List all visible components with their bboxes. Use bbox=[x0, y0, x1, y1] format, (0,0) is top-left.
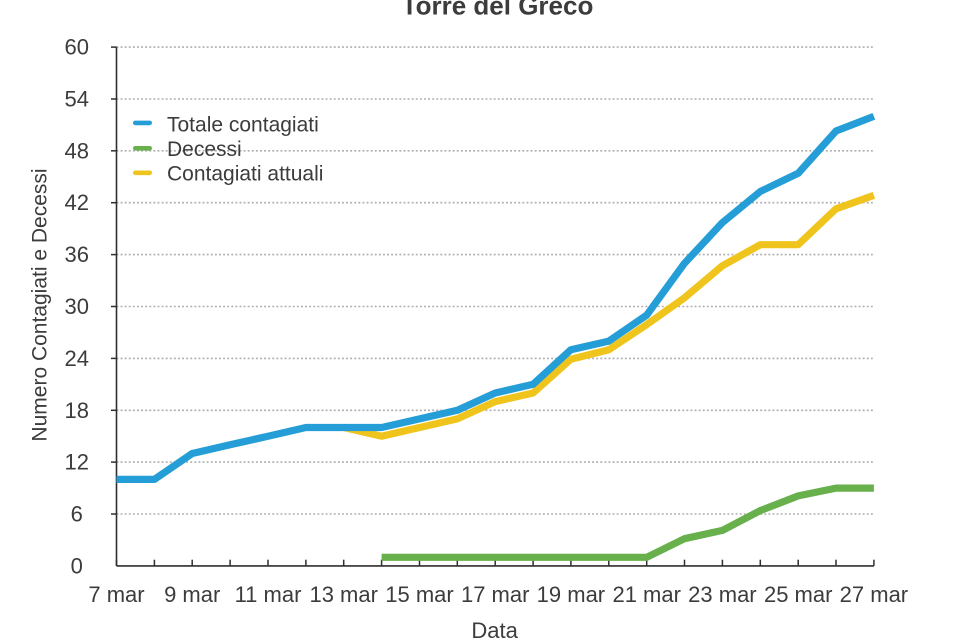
svg-text:24: 24 bbox=[65, 346, 89, 371]
svg-text:48: 48 bbox=[65, 138, 89, 163]
svg-text:13 mar: 13 mar bbox=[309, 582, 377, 607]
svg-text:Decessi: Decessi bbox=[167, 138, 242, 161]
svg-text:54: 54 bbox=[65, 87, 89, 112]
svg-text:6: 6 bbox=[71, 502, 83, 527]
svg-text:Contagiati attuali: Contagiati attuali bbox=[167, 163, 323, 186]
svg-text:30: 30 bbox=[65, 294, 89, 319]
svg-text:23 mar: 23 mar bbox=[688, 582, 756, 607]
svg-text:18: 18 bbox=[65, 398, 89, 423]
svg-text:Numero Contagiati e Decessi: Numero Contagiati e Decessi bbox=[29, 168, 52, 441]
svg-text:0: 0 bbox=[71, 553, 83, 578]
svg-text:27 mar: 27 mar bbox=[840, 582, 908, 607]
svg-text:15 mar: 15 mar bbox=[385, 582, 453, 607]
svg-text:9 mar: 9 mar bbox=[164, 582, 220, 607]
svg-text:21 mar: 21 mar bbox=[612, 582, 680, 607]
svg-text:Data: Data bbox=[471, 618, 518, 640]
svg-text:42: 42 bbox=[65, 190, 89, 215]
svg-text:11 mar: 11 mar bbox=[235, 582, 302, 607]
svg-text:25 mar: 25 mar bbox=[764, 582, 832, 607]
svg-text:36: 36 bbox=[65, 242, 89, 267]
svg-text:19 mar: 19 mar bbox=[537, 582, 605, 607]
svg-text:7 mar: 7 mar bbox=[88, 582, 144, 607]
svg-text:60: 60 bbox=[65, 35, 89, 60]
svg-text:Torre del Greco: Torre del Greco bbox=[402, 0, 594, 21]
svg-text:17 mar: 17 mar bbox=[461, 582, 529, 607]
svg-text:Totale contagiati: Totale contagiati bbox=[167, 113, 319, 136]
svg-text:12: 12 bbox=[65, 450, 89, 475]
